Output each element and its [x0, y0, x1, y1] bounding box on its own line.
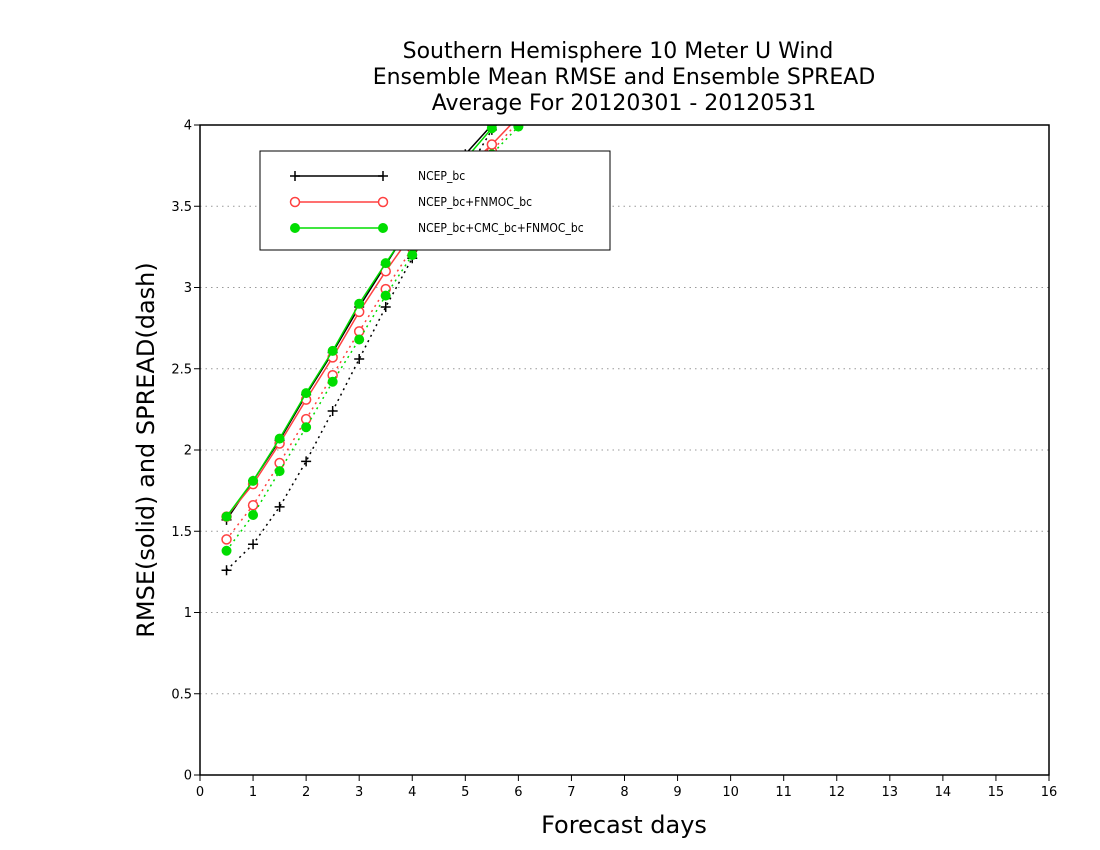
series-0-spread-point: [221, 565, 232, 576]
y-tick-label: 3.5: [171, 200, 192, 215]
chart-title-line-1: Southern Hemisphere 10 Meter U Wind: [403, 39, 834, 64]
series-2-rmse-point: [248, 475, 259, 486]
x-tick-label: 5: [461, 785, 469, 800]
series-0-spread-point: [248, 539, 259, 550]
series-2-rmse-point: [274, 433, 285, 444]
series-0-spread-point: [301, 456, 312, 467]
y-tick-label: 2: [184, 444, 192, 459]
x-axis-label: Forecast days: [541, 811, 707, 839]
series-2-spread-point: [380, 290, 391, 301]
series-2-spread-point: [354, 334, 365, 345]
x-tick-label: 3: [355, 785, 363, 800]
chart-title-line-2: Ensemble Mean RMSE and Ensemble SPREAD: [373, 65, 876, 90]
series-2-rmse-point: [221, 511, 232, 522]
series-2-spread-point: [221, 545, 232, 556]
x-tick-label: 6: [514, 785, 522, 800]
series-2-rmse-point: [327, 345, 338, 356]
x-tick-label: 7: [567, 785, 575, 800]
chart-title: Southern Hemisphere 10 Meter U Wind Ense…: [373, 39, 876, 116]
series-2-rmse-point: [301, 388, 312, 399]
y-tick-label: 0: [184, 769, 192, 784]
series-2-rmse-point: [486, 125, 497, 134]
legend-marker-left-0: [290, 171, 300, 181]
series-0-spread-point: [380, 302, 391, 312]
series-1-spread-point: [221, 534, 232, 545]
legend-marker-right-0: [378, 171, 388, 181]
x-tick-label: 4: [408, 785, 416, 800]
series-2-rmse-point: [380, 258, 391, 269]
series-2-spread-point: [327, 376, 338, 387]
legend-label-1: NCEP_bc+FNMOC_bc: [418, 195, 532, 209]
y-tick-label: 2.5: [171, 362, 192, 377]
gridlines: [200, 205, 1049, 695]
legend-box: [259, 150, 611, 251]
y-tick-label: 3: [184, 281, 192, 296]
series-2-spread-point: [513, 125, 524, 132]
x-tick-label: 10: [722, 785, 739, 800]
y-tick-label: 1.5: [171, 525, 192, 540]
x-tick-label: 12: [828, 785, 845, 800]
legend-label-2: NCEP_bc+CMC_bc+FNMOC_bc: [418, 221, 584, 235]
x-tick-label: 9: [673, 785, 681, 800]
legend-marker-right-1: [377, 196, 389, 208]
chart-title-line-3: Average For 20120301 - 20120531: [432, 91, 817, 116]
y-axis-ticks: 0 0.5 1 1.5 2 2.5 3 3.5 4: [171, 119, 200, 784]
legend-label-0: NCEP_bc: [418, 169, 465, 183]
x-tick-label: 8: [620, 785, 628, 800]
legend-marker-right-2: [378, 223, 388, 233]
x-tick-label: 13: [882, 785, 899, 800]
x-tick-label: 14: [935, 785, 952, 800]
x-tick-label: 2: [302, 785, 310, 800]
series-1-spread-point: [247, 500, 259, 511]
series-0-spread-point: [274, 501, 285, 512]
x-axis-ticks: 0 1 2 3 4 5 6 7 8 9 10 11 12 13 14 15 16: [196, 775, 1057, 800]
y-tick-label: 1: [184, 606, 192, 621]
y-tick-label: 0.5: [171, 687, 192, 702]
y-tick-label: 4: [184, 119, 192, 134]
x-tick-label: 16: [1041, 785, 1058, 800]
x-tick-label: 15: [988, 785, 1005, 800]
series-2-spread-point: [248, 510, 259, 520]
x-tick-label: 0: [196, 785, 204, 800]
legend-marker-left-2: [290, 223, 300, 233]
legend: NCEP_bc NCEP_bc+FNMOC_bc NCEP_bc+CMC_bc+FN…: [259, 150, 611, 251]
series-0-spread-point: [354, 354, 365, 364]
legend-marker-left-1: [289, 196, 301, 208]
series-2-spread-point: [274, 466, 285, 477]
series-2-spread-point: [407, 250, 418, 260]
y-axis-label: RMSE(solid) and SPREAD(dash): [132, 262, 160, 638]
series-1-rmse-point: [486, 139, 498, 150]
x-tick-label: 1: [249, 785, 257, 800]
series-0-spread-point: [327, 406, 338, 416]
x-tick-label: 11: [775, 785, 792, 800]
series-2-spread-point: [301, 422, 312, 433]
series-2-rmse-point: [354, 298, 365, 309]
